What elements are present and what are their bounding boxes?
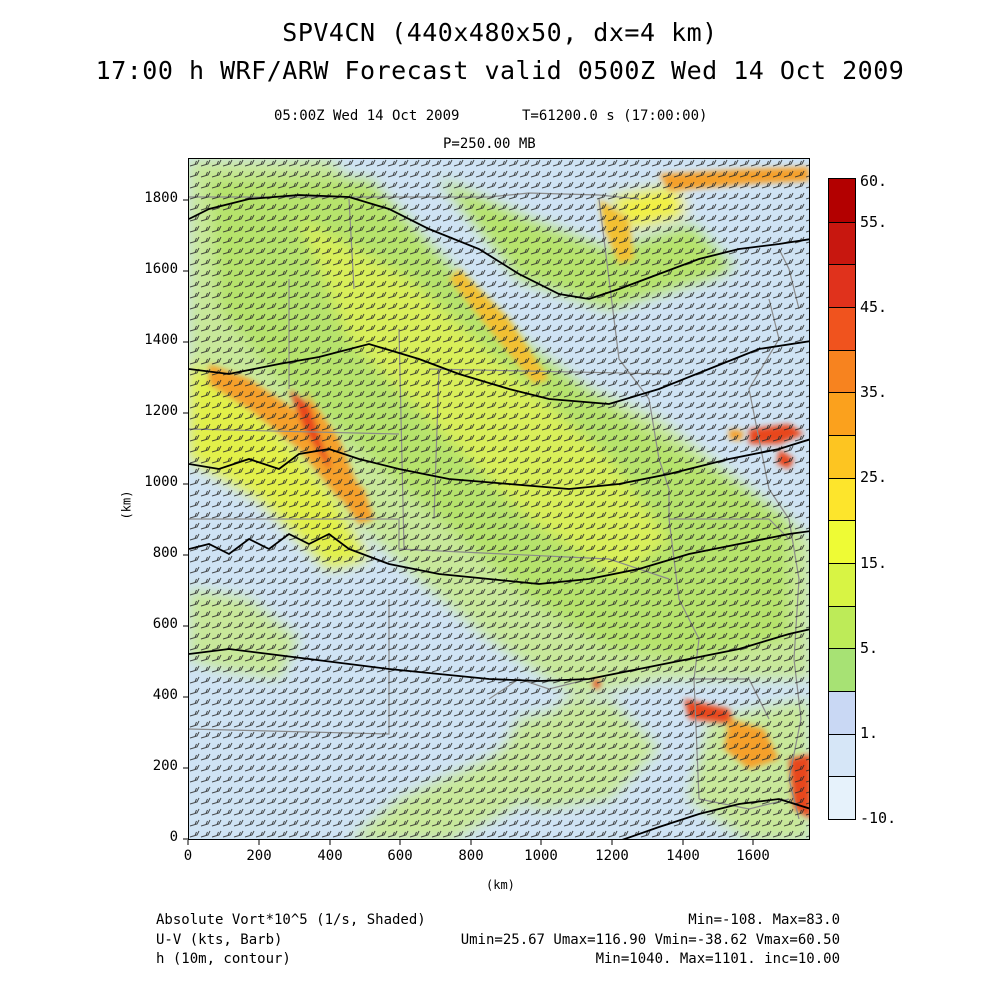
y-tick-label: 800 [152, 545, 178, 561]
colorbar-label: 15. [860, 554, 888, 572]
vorticity-colorbar [828, 178, 856, 820]
colorbar-segment [829, 520, 855, 563]
colorbar-segment [829, 563, 855, 606]
colorbar-segment [829, 179, 855, 222]
y-axis-label: (km) [119, 490, 134, 520]
x-tick-label: 400 [317, 848, 343, 864]
colorbar-segment [829, 691, 855, 734]
colorbar-segment [829, 435, 855, 478]
y-tick-label: 1400 [144, 332, 178, 348]
pressure-level-label: P=250.00 MB [443, 136, 536, 152]
colorbar-segment [829, 307, 855, 350]
colorbar-segment [829, 221, 855, 265]
colorbar-label: 35. [860, 383, 888, 401]
colorbar-segment [829, 392, 855, 435]
x-tick-label: 1000 [524, 848, 558, 864]
colorbar-label: -10. [860, 809, 897, 827]
colorbar-segment [829, 648, 855, 691]
forecast-seconds-label: T=61200.0 s (17:00:00) [522, 108, 708, 124]
wind-legend-label: U-V (kts, Barb) [156, 932, 283, 948]
vorticity-map [189, 159, 809, 839]
height-contours [189, 194, 809, 839]
x-tick-label: 600 [387, 848, 413, 864]
x-tick-label: 200 [246, 848, 272, 864]
colorbar-segment [829, 776, 855, 819]
colorbar-label: 45. [860, 298, 888, 316]
forecast-subtitle: 17:00 h WRF/ARW Forecast valid 0500Z Wed… [95, 56, 905, 85]
colorbar-label: 1. [860, 724, 879, 742]
colorbar-label: 5. [860, 639, 879, 657]
x-tick-label: 1400 [666, 848, 700, 864]
colorbar-label: 25. [860, 468, 888, 486]
colorbar-segment [829, 349, 855, 393]
colorbar-segment [829, 733, 855, 777]
colorbar-segment [829, 605, 855, 649]
x-axis-label: (km) [486, 878, 515, 892]
colorbar-segment [829, 264, 855, 307]
x-tick-label: 800 [458, 848, 484, 864]
y-tick-label: 200 [152, 758, 178, 774]
figure-title: SPV4CN (440x480x50, dx=4 km) [282, 18, 718, 47]
height-legend-label: h (10m, contour) [156, 951, 291, 967]
colorbar-label: 55. [860, 213, 888, 231]
y-tick-label: 600 [152, 616, 178, 632]
x-tick-label: 0 [183, 848, 193, 864]
vorticity-legend-label: Absolute Vort*10^5 (1/s, Shaded) [156, 912, 426, 928]
x-tick-label: 1200 [595, 848, 629, 864]
height-stats: Min=1040. Max=1101. inc=10.00 [595, 951, 840, 967]
y-tick-label: 1200 [144, 403, 178, 419]
vorticity-stats: Min=-108. Max=83.0 [688, 912, 840, 928]
colorbar-label: 60. [860, 172, 888, 190]
colorbar-segment [829, 477, 855, 521]
y-tick-label: 1000 [144, 474, 178, 490]
wind-stats: Umin=25.67 Umax=116.90 Vmin=-38.62 Vmax=… [460, 932, 840, 948]
y-tick-label: 400 [152, 687, 178, 703]
wind-barbs [189, 159, 809, 839]
x-tick-label: 1600 [736, 848, 770, 864]
valid-time-label: 05:00Z Wed 14 Oct 2009 [274, 108, 460, 124]
y-tick-label: 1600 [144, 261, 178, 277]
y-tick-label: 1800 [144, 190, 178, 206]
vorticity-map-panel [188, 158, 810, 840]
y-tick-label: 0 [169, 829, 178, 845]
